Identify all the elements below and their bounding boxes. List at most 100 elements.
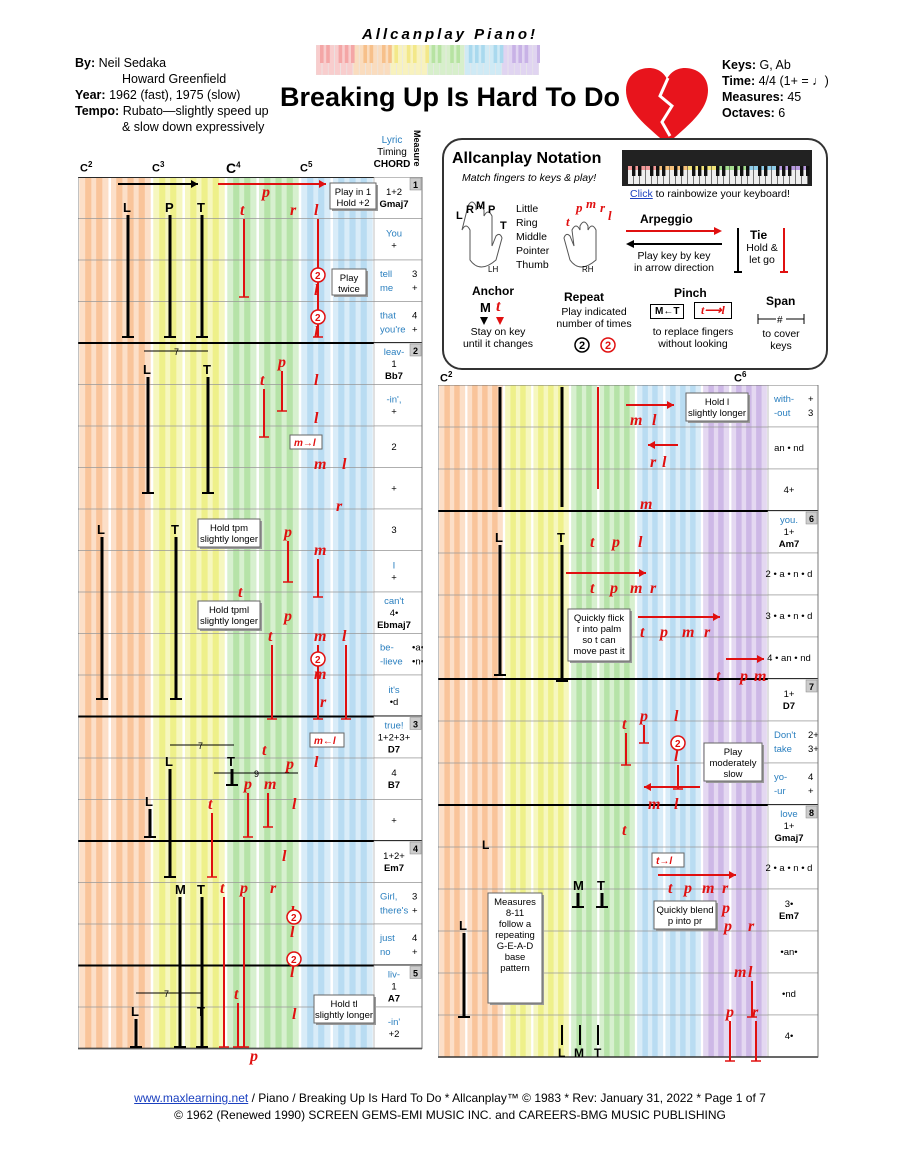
lh-finger-label: T <box>197 200 205 215</box>
timing-text: 4 • an • nd <box>767 653 811 664</box>
white-key-column <box>269 177 278 1049</box>
white-key-column <box>153 177 162 1049</box>
rh-finger-label: l <box>314 754 319 771</box>
timing-text: + <box>808 394 814 405</box>
timing-text: 1 <box>391 359 396 370</box>
arpeggio-desc-1: Play key by key <box>637 250 711 262</box>
photo-white-key <box>658 166 664 184</box>
rh-finger-label: p <box>238 880 248 897</box>
rh-finger-label: r <box>270 880 277 897</box>
footer-line-2: © 1962 (Renewed 1990) SCREEN GEMS-EMI MU… <box>174 1108 726 1122</box>
chord-text: Ebmaj7 <box>377 620 411 631</box>
info-cell <box>767 720 819 764</box>
photo-key-color <box>658 166 664 170</box>
photo-white-key <box>766 166 772 184</box>
annotation-text: Hold tpml <box>209 605 249 616</box>
measure-number-box <box>409 717 422 730</box>
photo-key-color <box>706 166 712 170</box>
arrow-head <box>667 401 674 409</box>
annotation-text: Hold tpm <box>210 523 248 534</box>
anchor-arrows <box>480 314 510 332</box>
rh-finger-label: t <box>220 880 225 897</box>
repeat-count: 2 <box>675 739 681 750</box>
rh-finger-label: r <box>290 202 297 219</box>
measure-number-box <box>409 841 422 855</box>
anchor-label: L <box>496 385 503 386</box>
timing-text: 4 <box>412 310 417 321</box>
timing-text: •n• <box>412 656 423 667</box>
photo-white-key <box>742 166 748 184</box>
white-key-column <box>364 177 373 1049</box>
timing-text: 4 <box>808 772 813 783</box>
photo-key-color <box>760 166 766 170</box>
logo-black-key <box>369 45 374 63</box>
annotation-text: so t can <box>582 635 615 646</box>
lyric-text: liv- <box>388 969 400 980</box>
chord-text: D7 <box>783 701 795 712</box>
repeat-icon <box>310 651 326 667</box>
span-icon: # <box>756 312 806 331</box>
octave-label: C6 <box>734 370 747 385</box>
logo-black-key <box>344 45 349 63</box>
lh-finger-label: P <box>165 200 174 215</box>
timing-text: 3 <box>412 269 417 280</box>
lh-finger-label: M <box>574 1046 584 1060</box>
white-key-column <box>89 177 98 1049</box>
lh-finger-label: L <box>97 522 105 537</box>
lh-finger-label: L <box>482 838 489 852</box>
rh-finger-label: p <box>658 624 668 641</box>
repeat-icon <box>310 267 326 283</box>
rh-finger-label: p <box>638 708 648 725</box>
website-link[interactable]: www.maxlearning.net <box>134 1091 249 1105</box>
photo-key-color <box>730 166 736 170</box>
logo-black-key <box>431 45 436 63</box>
annotation-text: slightly longer <box>200 534 258 545</box>
right-piano-roll: with- + -out 3 an • nd 4+ you. 1+ Am7 6 2 • a • n … <box>438 385 822 1067</box>
pinch-text: m←l <box>314 736 336 747</box>
broken-heart-icon <box>624 66 710 146</box>
pinch-box <box>651 852 685 868</box>
repeat-count: 2 <box>291 913 297 924</box>
measure-number: 5 <box>413 969 418 979</box>
rh-finger-label: p <box>282 608 292 625</box>
timing-text: 1+ <box>784 689 795 700</box>
footer-line-1: / Piano / Breaking Up Is Hard To Do * Al… <box>248 1091 766 1105</box>
rh-finger-label: m <box>754 668 766 685</box>
rh-finger-label: m <box>734 964 746 981</box>
info-cell <box>767 552 819 596</box>
annotation-text: slightly longer <box>200 616 258 627</box>
photo-white-key <box>760 166 766 184</box>
logo-black-key <box>524 45 529 63</box>
logo-black-key <box>499 45 504 63</box>
keys-label: Keys: <box>722 58 757 72</box>
chord-text: Gmaj7 <box>774 833 803 844</box>
annotation-frame <box>329 182 377 210</box>
pinch-box-lh: M←T <box>650 304 685 319</box>
timing-text: + <box>391 572 397 583</box>
rh-finger-label: l <box>314 372 319 389</box>
lyric-text: leav- <box>384 347 405 358</box>
measure-number: 6 <box>809 514 814 524</box>
white-key-column <box>332 177 342 1049</box>
lyric-text: -out <box>774 408 791 419</box>
lh-finger-label: T <box>597 878 605 893</box>
photo-black-key <box>716 166 720 176</box>
arrow-head <box>648 441 655 449</box>
annotation-text: r into palm <box>577 624 621 635</box>
lyric-text: just <box>379 933 395 944</box>
column-header-lyric-timing: Lyric Timing CHORD <box>372 135 412 171</box>
annotation-frame <box>197 518 261 548</box>
photo-key-color <box>784 166 790 170</box>
click-link[interactable]: Click <box>630 188 653 200</box>
photo-black-key <box>776 166 780 176</box>
keyboard-photo <box>622 150 812 186</box>
photo-white-key <box>784 166 790 184</box>
lyric-text: -in', <box>386 394 401 405</box>
lyric-text: Don't <box>774 730 796 741</box>
logo-black-key <box>481 45 485 63</box>
black-key-column <box>190 177 197 1049</box>
